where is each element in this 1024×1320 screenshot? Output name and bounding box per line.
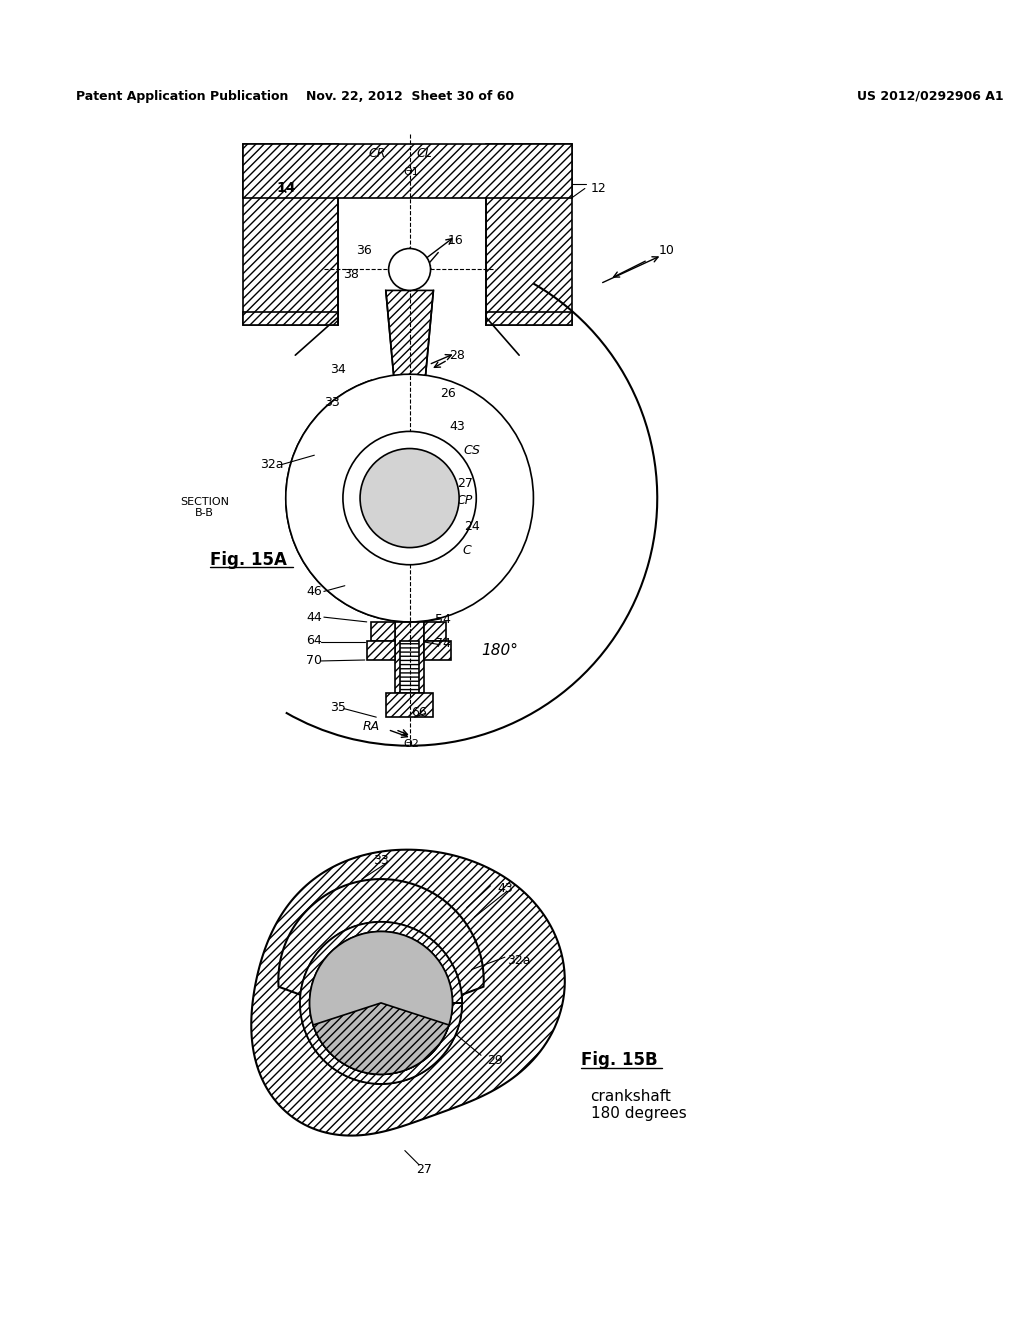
Text: US 2012/0292906 A1: US 2012/0292906 A1 — [857, 90, 1004, 103]
Text: Patent Application Publication: Patent Application Publication — [76, 90, 289, 103]
Text: 46: 46 — [306, 585, 323, 598]
Circle shape — [360, 449, 459, 548]
Text: 27: 27 — [416, 1163, 432, 1176]
Text: 66: 66 — [412, 706, 427, 719]
Polygon shape — [243, 144, 571, 198]
Text: 32a: 32a — [260, 458, 284, 471]
Text: 16: 16 — [447, 235, 463, 247]
Circle shape — [389, 248, 430, 290]
Polygon shape — [395, 622, 424, 693]
Text: 36: 36 — [356, 244, 372, 257]
Polygon shape — [424, 622, 445, 642]
Text: 28: 28 — [450, 348, 465, 362]
Polygon shape — [485, 144, 571, 325]
Polygon shape — [485, 313, 571, 325]
Text: 14: 14 — [276, 181, 296, 195]
Text: 12: 12 — [591, 182, 606, 195]
Polygon shape — [424, 642, 451, 660]
Polygon shape — [386, 290, 433, 393]
Polygon shape — [300, 921, 462, 1084]
Text: 33: 33 — [373, 854, 389, 866]
Text: 180°: 180° — [481, 643, 518, 657]
Circle shape — [343, 432, 476, 565]
Text: 44: 44 — [306, 611, 323, 623]
Polygon shape — [251, 850, 565, 1135]
Text: CL: CL — [417, 147, 432, 160]
Text: 32a: 32a — [507, 953, 530, 966]
Text: 10: 10 — [658, 244, 675, 257]
Polygon shape — [313, 1003, 449, 1074]
Text: CS: CS — [463, 444, 480, 457]
Text: C: C — [463, 544, 471, 557]
Text: CP: CP — [457, 495, 473, 507]
Text: Θ2: Θ2 — [403, 739, 420, 748]
Text: 43: 43 — [497, 882, 513, 895]
Text: Θ1: Θ1 — [403, 168, 420, 177]
Text: 35: 35 — [330, 701, 346, 714]
Text: 43: 43 — [450, 420, 465, 433]
Text: Fig. 15B: Fig. 15B — [581, 1051, 657, 1069]
Polygon shape — [279, 879, 483, 1059]
Text: 24: 24 — [464, 520, 479, 533]
Circle shape — [309, 932, 453, 1074]
Text: 33: 33 — [324, 396, 339, 409]
Text: 29: 29 — [487, 1053, 503, 1067]
Text: Fig. 15A: Fig. 15A — [210, 550, 287, 569]
Polygon shape — [386, 693, 433, 717]
Polygon shape — [286, 380, 410, 620]
Text: 34: 34 — [331, 363, 346, 376]
Text: 38: 38 — [343, 268, 358, 281]
Polygon shape — [367, 642, 395, 660]
Polygon shape — [400, 642, 419, 693]
Text: RA: RA — [362, 721, 380, 733]
Text: 64: 64 — [306, 635, 323, 647]
Polygon shape — [360, 483, 450, 548]
Text: crankshaft
180 degrees: crankshaft 180 degrees — [591, 1089, 686, 1121]
Text: Nov. 22, 2012  Sheet 30 of 60: Nov. 22, 2012 Sheet 30 of 60 — [305, 90, 514, 103]
Polygon shape — [372, 622, 395, 642]
Text: 54: 54 — [435, 612, 451, 626]
Circle shape — [300, 921, 462, 1084]
Text: 74: 74 — [435, 638, 451, 651]
Polygon shape — [243, 313, 338, 325]
Text: 26: 26 — [440, 387, 456, 400]
Text: 27: 27 — [457, 478, 473, 490]
Circle shape — [286, 375, 534, 622]
Polygon shape — [371, 444, 476, 565]
Text: 70: 70 — [306, 653, 323, 667]
Text: CR: CR — [369, 147, 386, 160]
Polygon shape — [243, 144, 338, 325]
Text: SECTION
B-B: SECTION B-B — [180, 496, 229, 519]
